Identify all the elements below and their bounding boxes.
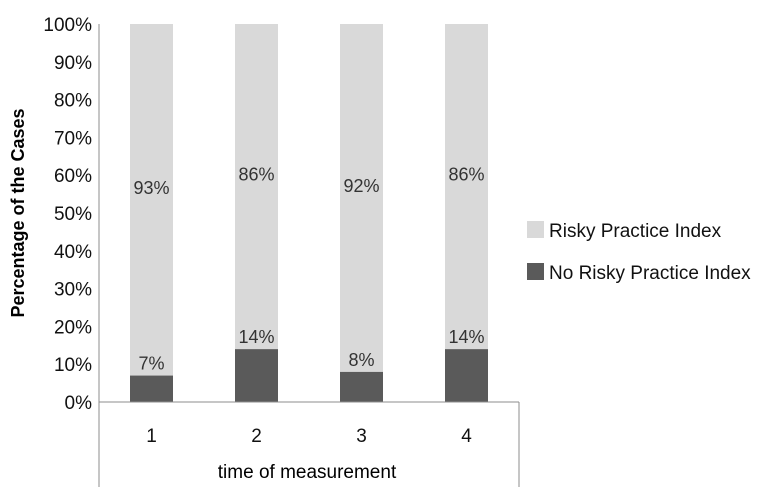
data-label: 93% <box>133 178 169 198</box>
y-tick-label: 0% <box>65 393 93 414</box>
y-tick-label: 100% <box>43 15 92 36</box>
data-label: 8% <box>348 350 374 370</box>
bar-no-risky-2 <box>235 349 278 402</box>
x-tick-label: 3 <box>356 426 367 447</box>
y-tick-label: 30% <box>54 280 92 301</box>
y-tick-label: 80% <box>54 91 92 112</box>
data-label: 86% <box>448 165 484 185</box>
legend-swatch <box>527 263 544 280</box>
y-tick-label: 60% <box>54 166 92 187</box>
y-tick-label: 90% <box>54 53 92 74</box>
bar-risky-3 <box>340 24 383 372</box>
bar-risky-2 <box>235 24 278 350</box>
y-axis-title: Percentage of the Cases <box>8 108 28 317</box>
y-tick-label: 10% <box>54 355 92 376</box>
x-axis-ticks: 1 2 3 4 <box>146 426 472 447</box>
data-label: 14% <box>448 327 484 347</box>
legend-swatch <box>527 221 544 238</box>
x-axis-title: time of measurement <box>218 462 397 483</box>
axes-group <box>98 24 520 487</box>
bar-no-risky-3 <box>340 371 383 402</box>
bar-risky-1 <box>130 24 173 376</box>
data-label: 14% <box>238 327 274 347</box>
data-label: 92% <box>343 176 379 196</box>
bar-no-risky-4 <box>445 349 488 402</box>
data-label: 7% <box>138 354 164 374</box>
bar-labels-group: 7% 93% 14% 86% 8% 92% 14% 86% <box>133 165 484 374</box>
y-axis-ticks: 0% 10% 20% 30% 40% 50% 60% 70% 80% 90% 100% <box>43 15 92 414</box>
y-tick-label: 20% <box>54 317 92 338</box>
x-tick-label: 2 <box>251 426 262 447</box>
y-tick-label: 40% <box>54 242 92 263</box>
x-tick-label: 1 <box>146 426 157 447</box>
bars-group <box>130 24 488 402</box>
bar-no-risky-1 <box>130 375 173 402</box>
legend: Risky Practice Index No Risky Practice In… <box>527 221 751 284</box>
legend-label: Risky Practice Index <box>549 221 722 242</box>
legend-label: No Risky Practice Index <box>549 263 751 284</box>
bar-risky-4 <box>445 24 488 350</box>
data-label: 86% <box>238 165 274 185</box>
y-tick-label: 70% <box>54 128 92 149</box>
y-tick-label: 50% <box>54 204 92 225</box>
x-tick-label: 4 <box>461 426 472 447</box>
